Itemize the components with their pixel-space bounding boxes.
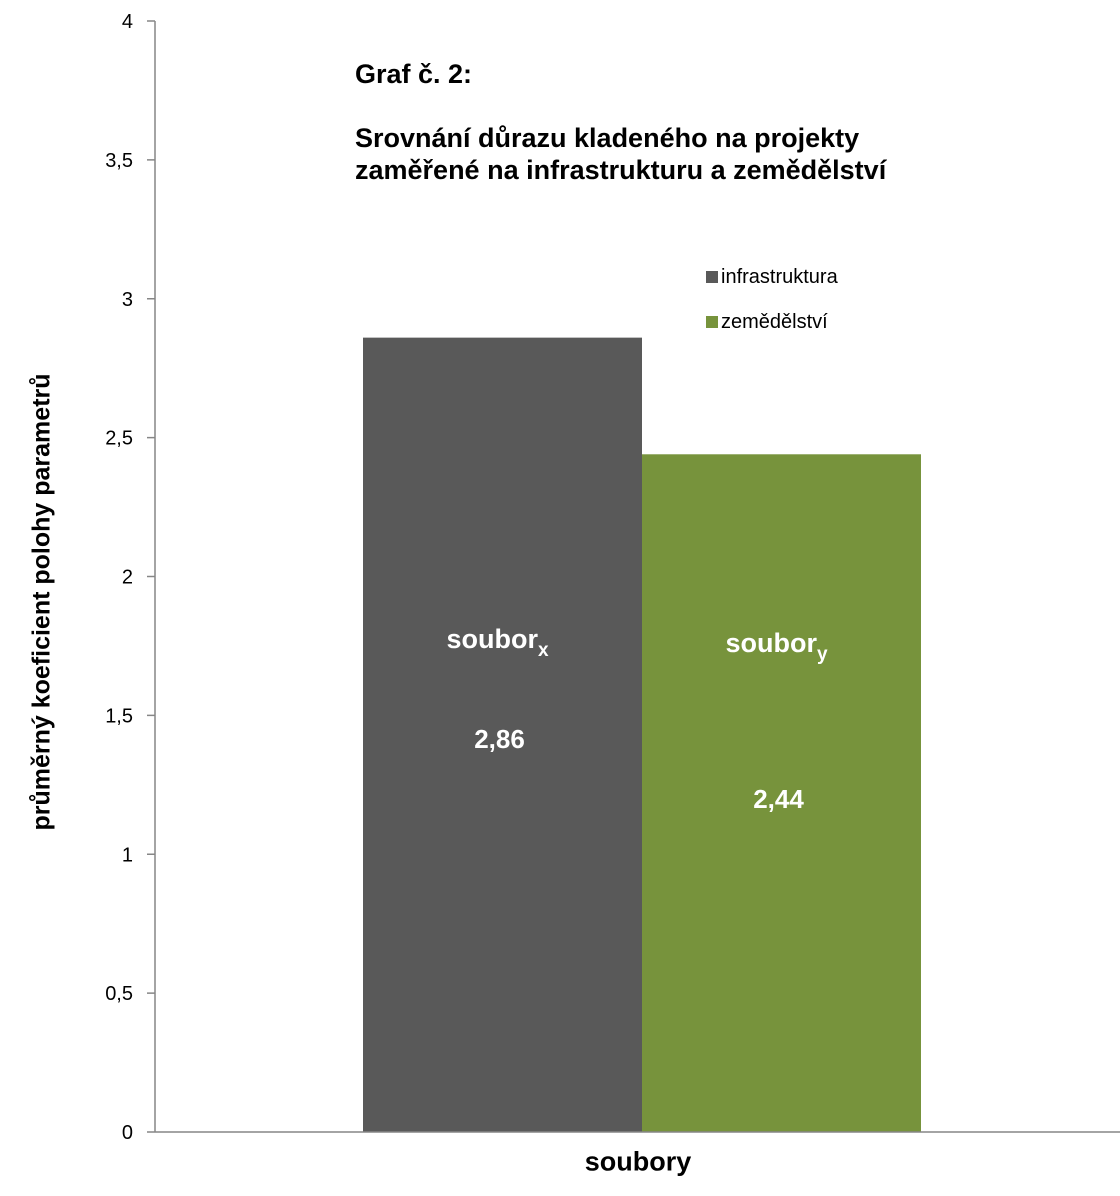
legend-swatch-infrastruktura: [706, 271, 718, 283]
legend-item-zemedelstvi: zemědělství: [706, 307, 838, 337]
y-tick-label: 3,5: [105, 150, 133, 172]
y-tick-label: 2,5: [105, 428, 133, 450]
data-label: 2,86: [474, 724, 525, 754]
legend-label-infrastruktura: infrastruktura: [721, 265, 838, 288]
y-axis: 0 0,5 1 1,5 2 2,5 3 3,5 4: [105, 11, 156, 1144]
legend: infrastruktura zemědělství: [706, 262, 838, 352]
legend-item-infrastruktura: infrastruktura: [706, 262, 838, 292]
chart-title-line-2: Srovnání důrazu kladeného na projekty: [355, 123, 860, 153]
legend-swatch-zemedelstvi: [706, 316, 718, 328]
legend-label-zemedelstvi: zemědělství: [721, 310, 828, 333]
y-tick-label: 1,5: [105, 705, 133, 727]
bar-zemedelstvi: [642, 454, 921, 1132]
y-tick-label: 0: [122, 1122, 133, 1144]
y-tick-label: 1: [122, 844, 133, 866]
x-axis-label: soubory: [584, 1146, 692, 1177]
y-tick-label: 4: [122, 11, 133, 33]
chart-title: Graf č. 2: Srovnání důrazu kladeného na …: [355, 58, 1115, 186]
chart-title-line-3: zaměřené na infrastrukturu a zemědělství: [355, 155, 887, 185]
y-tick-label: 3: [122, 289, 133, 311]
y-axis-label: průměrný koeficient polohy parametrů: [27, 373, 56, 831]
y-tick-label: 2: [122, 567, 133, 589]
chart-title-line-1: Graf č. 2:: [355, 59, 473, 89]
y-tick-label: 0,5: [105, 983, 133, 1005]
bar-infrastruktura: [363, 337, 642, 1132]
data-label: 2,44: [753, 784, 804, 814]
